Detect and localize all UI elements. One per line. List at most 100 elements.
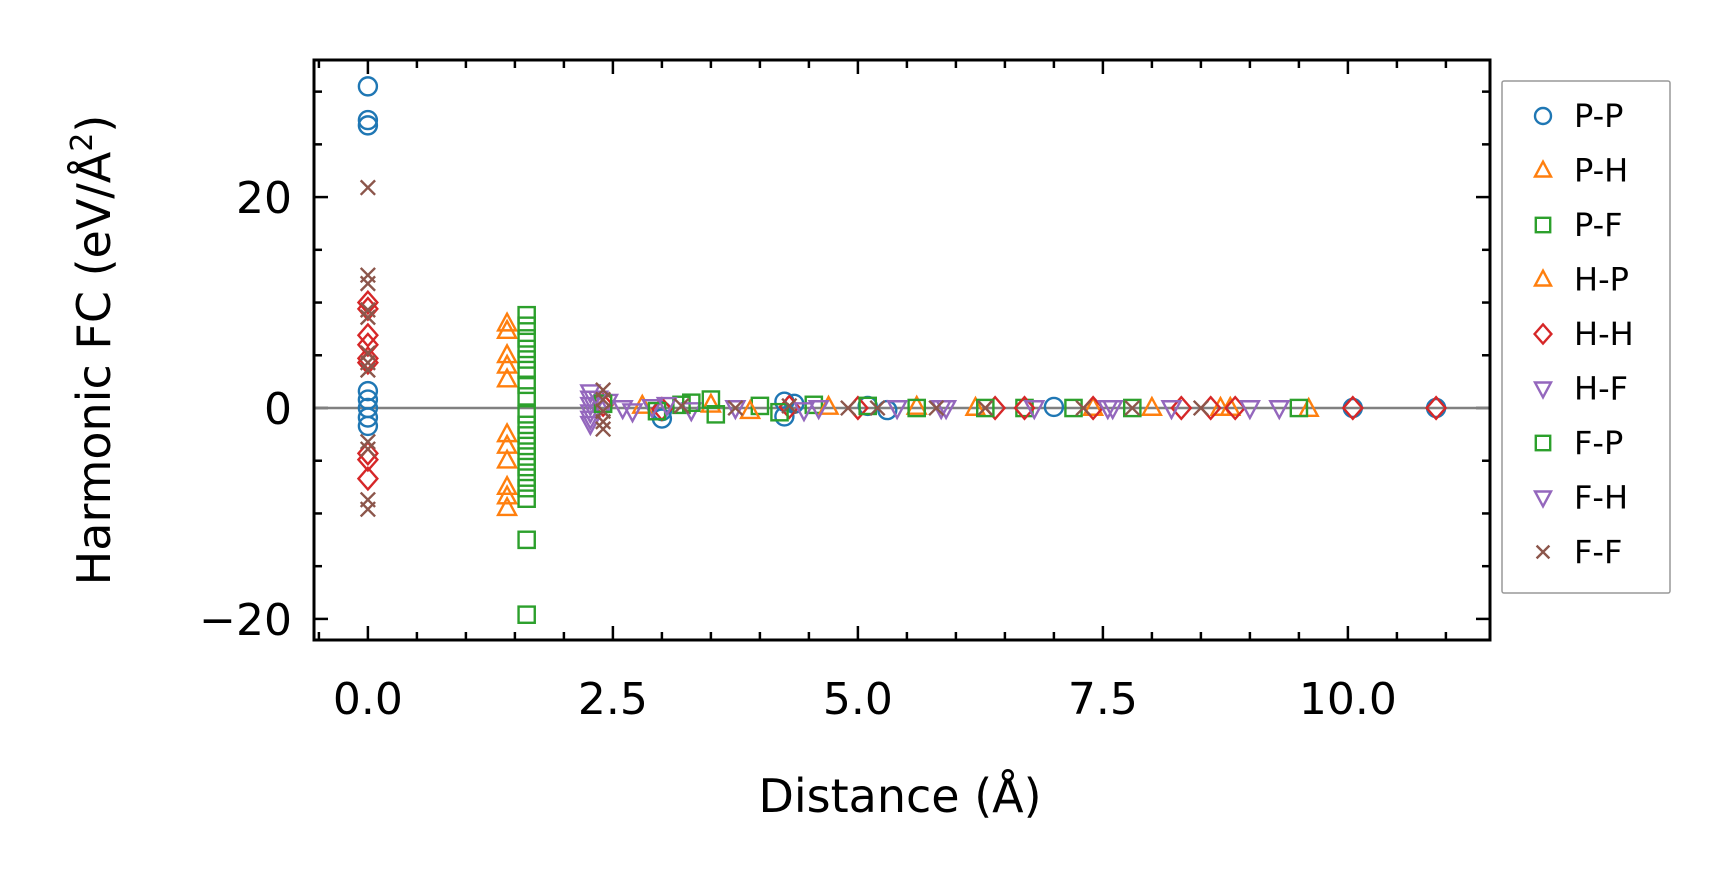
data-point <box>886 400 909 421</box>
data-point <box>1160 400 1183 421</box>
x-tick-label: 0.0 <box>333 674 403 725</box>
data-point <box>496 367 519 388</box>
y-axis-title-close: ) <box>67 115 121 133</box>
data-point <box>840 399 857 417</box>
x-tick-label: 5.0 <box>823 674 893 725</box>
legend-marker <box>1532 381 1554 400</box>
data-point <box>673 397 690 414</box>
plot-frame <box>312 58 1492 642</box>
data-point <box>496 421 519 443</box>
data-point <box>517 426 536 445</box>
data-point <box>774 406 795 427</box>
data-point <box>357 407 379 428</box>
data-point <box>1297 396 1320 418</box>
y-tick-labels: −20 0 20 <box>199 173 292 646</box>
data-point <box>517 305 536 325</box>
data-point <box>907 398 926 418</box>
legend: P-P P-H P-F H-P H-H H-F F-P F-H F-F <box>1501 80 1671 594</box>
y-axis-title-main: Harmonic FC (eV/Å <box>67 151 121 585</box>
data-point <box>496 448 519 469</box>
data-point <box>727 399 744 417</box>
legend-label: P-F <box>1574 206 1623 244</box>
data-point <box>359 301 376 318</box>
legend-frame <box>1501 80 1671 594</box>
series-P-H <box>496 311 1320 517</box>
data-point <box>724 400 747 421</box>
data-point <box>804 395 824 415</box>
data-point <box>579 415 602 437</box>
data-point <box>706 405 726 424</box>
legend-label: H-H <box>1574 315 1634 353</box>
legend-entry: F-P <box>1534 424 1623 462</box>
data-point <box>1341 395 1364 421</box>
data-point <box>517 489 536 508</box>
data-point <box>359 309 376 326</box>
data-point <box>1013 395 1036 421</box>
data-point <box>359 433 376 450</box>
data-points <box>356 76 1448 624</box>
data-point <box>579 404 602 425</box>
data-point <box>1238 400 1261 421</box>
data-point <box>517 316 536 336</box>
legend-entry: F-F <box>1535 533 1622 571</box>
legend-marker <box>1534 216 1552 234</box>
y-tick-label: −20 <box>199 595 292 646</box>
data-point <box>517 447 536 466</box>
data-point <box>517 468 536 487</box>
data-point <box>356 332 379 358</box>
data-point <box>905 394 928 415</box>
data-point <box>928 399 945 417</box>
legend-entry: P-P <box>1533 97 1623 135</box>
data-point <box>517 457 536 477</box>
data-point <box>359 361 376 379</box>
data-point <box>1096 400 1119 421</box>
data-point <box>517 530 536 550</box>
data-point <box>1425 395 1448 421</box>
data-point <box>359 275 376 292</box>
data-point <box>517 339 536 359</box>
data-point <box>356 440 379 466</box>
data-point <box>595 391 612 408</box>
data-point <box>517 387 536 406</box>
data-point <box>357 76 379 97</box>
data-point <box>1124 399 1141 417</box>
x-axis-title: Distance (Å) <box>758 769 1041 823</box>
legend-label: F-F <box>1574 533 1622 571</box>
data-point <box>595 413 612 430</box>
data-point <box>517 405 536 424</box>
data-point <box>496 495 519 517</box>
data-point <box>517 415 536 435</box>
data-point <box>739 398 762 420</box>
y-tick-label: 20 <box>236 173 292 224</box>
data-point <box>595 421 612 438</box>
data-point <box>496 474 519 496</box>
data-point <box>1268 400 1291 421</box>
data-point <box>976 398 995 418</box>
legend-marker <box>1534 434 1552 452</box>
data-point <box>496 318 519 339</box>
data-point <box>1140 395 1163 416</box>
legend-label: H-P <box>1574 261 1629 299</box>
x-tick-label: 2.5 <box>578 674 648 725</box>
data-point <box>496 311 519 332</box>
series-F-F <box>359 179 1209 518</box>
data-point <box>1075 399 1092 417</box>
data-point <box>699 392 722 413</box>
x-tick-label: 7.5 <box>1068 674 1138 725</box>
data-point <box>517 329 536 348</box>
legend-entry: H-H <box>1533 315 1634 353</box>
data-point <box>517 478 536 498</box>
data-point <box>1289 398 1309 418</box>
data-point <box>1170 395 1193 421</box>
series-P-F <box>517 305 1309 624</box>
data-point <box>807 400 830 421</box>
data-point <box>579 384 602 405</box>
data-point <box>356 289 379 316</box>
data-point <box>496 353 519 374</box>
x-tick-label: 10.0 <box>1299 674 1397 725</box>
data-point <box>621 403 644 424</box>
legend-label: F-H <box>1574 479 1628 517</box>
data-point <box>579 410 602 431</box>
legend-label: F-P <box>1574 424 1623 462</box>
data-point <box>1192 399 1209 417</box>
